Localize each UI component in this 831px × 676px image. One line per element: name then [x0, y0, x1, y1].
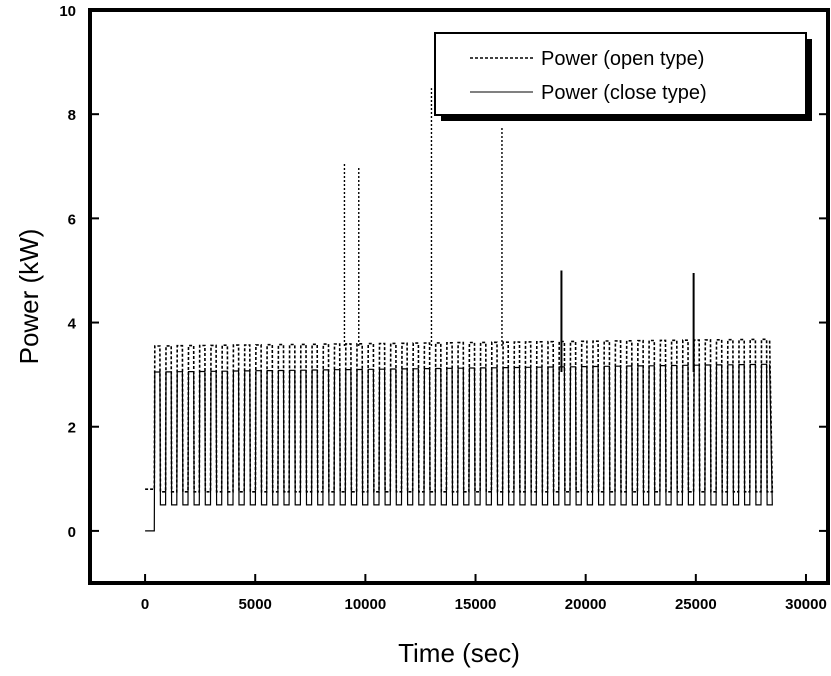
x-axis-title: Time (sec)	[398, 638, 520, 668]
plot-frame	[88, 8, 830, 585]
x-tick-label: 30000	[785, 596, 827, 613]
x-tick-label: 15000	[455, 596, 497, 613]
x-tick-label: 25000	[675, 596, 717, 613]
y-tick-label: 8	[68, 107, 76, 124]
ticks-layer: 0 5000 10000 15000 20000 25000 30000 0 2 4 6 8 10	[59, 3, 828, 613]
y-tick-label: 4	[68, 316, 77, 333]
legend: Power (open type) Power (close type)	[434, 32, 812, 121]
y-axis-title: Power (kW)	[14, 229, 44, 365]
series-layer	[145, 88, 774, 532]
y-tick-label: 2	[68, 420, 76, 437]
series-line-close-type	[145, 363, 773, 532]
x-tick-label: 10000	[345, 596, 387, 613]
x-tick-label: 0	[141, 596, 149, 613]
x-tick-label: 20000	[565, 596, 607, 613]
y-tick-label: 6	[68, 211, 76, 228]
x-tick-label: 5000	[239, 596, 272, 613]
legend-label-close-type: Power (close type)	[541, 82, 707, 104]
legend-label-open-type: Power (open type)	[541, 48, 704, 70]
legend-box	[434, 32, 807, 116]
y-tick-label: 10	[59, 3, 76, 20]
y-tick-label: 0	[68, 524, 76, 541]
